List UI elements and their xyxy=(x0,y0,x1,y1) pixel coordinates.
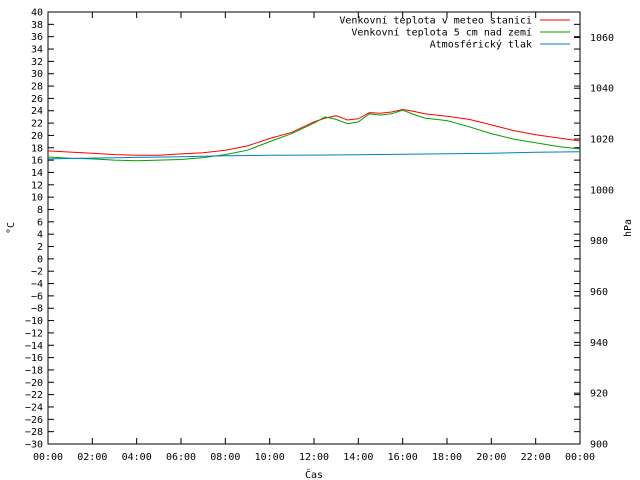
y-left-tick-label: −26 xyxy=(25,415,43,426)
y-left-tick-label: 34 xyxy=(31,45,43,56)
x-tick-label: 00:00 xyxy=(565,452,595,463)
series-line-2 xyxy=(47,151,581,160)
y-right-tick-label: 940 xyxy=(590,338,608,349)
y-right-tick-label: 1040 xyxy=(590,84,614,95)
y-left-tick-label: 40 xyxy=(31,8,43,19)
y-right-tick-label: 1060 xyxy=(590,33,614,44)
y-axis-right: 1060 1040 1020 1000 980 960 940 920 900 xyxy=(574,33,614,451)
y-left-tick-label: 14 xyxy=(31,168,43,179)
y-left-tick-label: −14 xyxy=(25,341,43,352)
x-tick-label: 06:00 xyxy=(166,452,196,463)
y-left-tick-label: 2 xyxy=(37,242,43,253)
y-axis-left: 4038363432302826242220181614121086420−2−… xyxy=(25,8,580,451)
x-axis-label: Čas xyxy=(305,468,323,480)
x-tick-label: 10:00 xyxy=(255,452,285,463)
y-left-tick-label: 28 xyxy=(31,82,43,93)
y-left-tick-label: −6 xyxy=(31,291,43,302)
x-tick-label: 04:00 xyxy=(122,452,152,463)
y-right-tick-label: 900 xyxy=(590,440,608,451)
y-left-tick-label: 32 xyxy=(31,57,43,68)
y-left-tick-label: −8 xyxy=(31,304,43,315)
legend-label: Atmosférický tlak xyxy=(430,39,532,51)
y-left-tick-label: 18 xyxy=(31,143,43,154)
y-right-tick-label: 1000 xyxy=(590,185,614,196)
y-right-tick-label: 980 xyxy=(590,236,608,247)
series-line-1 xyxy=(47,109,581,162)
y-left-tick-label: 8 xyxy=(37,205,43,216)
x-tick-label: 20:00 xyxy=(476,452,506,463)
y-left-tick-label: 10 xyxy=(31,193,43,204)
x-tick-label: 16:00 xyxy=(388,452,418,463)
plot-frame xyxy=(47,11,581,445)
y-left-tick-label: 12 xyxy=(31,180,43,191)
y-right-tick-label: 1020 xyxy=(590,135,614,146)
y-left-tick-label: 22 xyxy=(31,119,43,130)
y-left-tick-label: −16 xyxy=(25,353,43,364)
y-left-tick-label: −24 xyxy=(25,402,43,413)
series-line-0 xyxy=(47,108,581,156)
y-left-tick-label: 6 xyxy=(37,217,43,228)
x-axis: 00:00 02:00 04:00 06:00 08:00 10:00 12:00 14:00… xyxy=(33,12,595,463)
y-left-tick-label: 38 xyxy=(31,20,43,31)
y-left-tick-label: 30 xyxy=(31,69,43,80)
y-left-tick-label: −12 xyxy=(25,328,43,339)
y-left-tick-label: 4 xyxy=(37,230,43,241)
x-tick-label: 12:00 xyxy=(299,452,329,463)
x-tick-label: 00:00 xyxy=(33,452,63,463)
y-left-tick-label: 36 xyxy=(31,32,43,43)
y-left-tick-label: −4 xyxy=(31,279,43,290)
x-tick-label: 22:00 xyxy=(521,452,551,463)
y-left-tick-label: −20 xyxy=(25,378,43,389)
legend-label: Venkovní teplota v meteo stanici xyxy=(339,15,532,27)
x-tick-label: 08:00 xyxy=(210,452,240,463)
y-left-tick-label: −28 xyxy=(25,427,43,438)
y-left-tick-label: −30 xyxy=(25,440,43,451)
y-left-tick-label: −18 xyxy=(25,365,43,376)
y-left-tick-label: 24 xyxy=(31,106,43,117)
y-axis-right-label: hPa xyxy=(623,219,634,237)
y-right-tick-label: 960 xyxy=(590,287,608,298)
y-left-tick-label: −10 xyxy=(25,316,43,327)
x-tick-label: 18:00 xyxy=(432,452,462,463)
legend: Venkovní teplota v meteo staniciVenkovní… xyxy=(339,15,570,51)
y-left-tick-label: −2 xyxy=(31,267,43,278)
legend-label: Venkovní teplota 5 cm nad zemí xyxy=(351,27,532,39)
y-left-tick-label: 26 xyxy=(31,94,43,105)
x-tick-label: 14:00 xyxy=(343,452,373,463)
y-right-tick-label: 920 xyxy=(590,389,608,400)
y-left-tick-label: 16 xyxy=(31,156,43,167)
series-lines xyxy=(47,108,581,162)
y-left-tick-label: 0 xyxy=(37,254,43,265)
y-left-tick-label: −22 xyxy=(25,390,43,401)
y-axis-left-label: °C xyxy=(6,222,17,234)
y-left-tick-label: 20 xyxy=(31,131,43,142)
x-tick-label: 02:00 xyxy=(77,452,107,463)
